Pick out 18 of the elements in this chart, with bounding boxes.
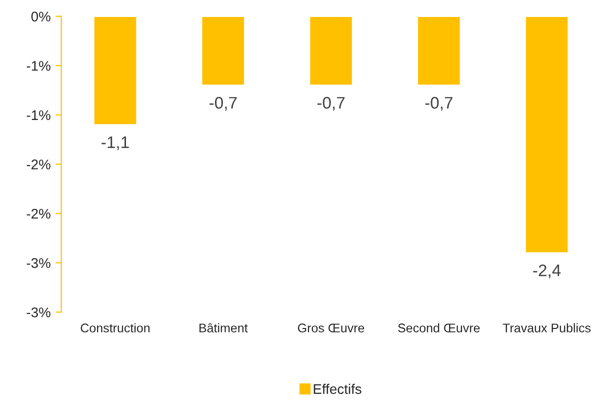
y-tick-label: -3% bbox=[26, 258, 50, 268]
x-tick-label: Bâtiment bbox=[199, 323, 248, 332]
data-label: -0,7 bbox=[210, 96, 237, 111]
data-label: -0,7 bbox=[317, 96, 345, 111]
y-tick-label: -2% bbox=[26, 160, 50, 170]
y-tick-label: 0% bbox=[31, 12, 50, 22]
x-tick-label: Travaux Publics bbox=[502, 323, 591, 332]
y-tick-label: -1% bbox=[26, 61, 50, 71]
y-tick-label: -3% bbox=[26, 307, 50, 318]
legend-label: Effectifs bbox=[314, 384, 362, 394]
data-label: -0,7 bbox=[425, 96, 452, 111]
y-tick-label: -1% bbox=[26, 110, 50, 120]
x-tick-label: Second Œuvre bbox=[398, 323, 480, 332]
x-tick-label: Construction bbox=[80, 323, 150, 332]
y-tick-label: -2% bbox=[26, 208, 50, 219]
data-label: -1,1 bbox=[102, 136, 129, 150]
data-label: -2,4 bbox=[533, 264, 561, 278]
x-tick-label: Gros Œuvre bbox=[298, 324, 364, 332]
